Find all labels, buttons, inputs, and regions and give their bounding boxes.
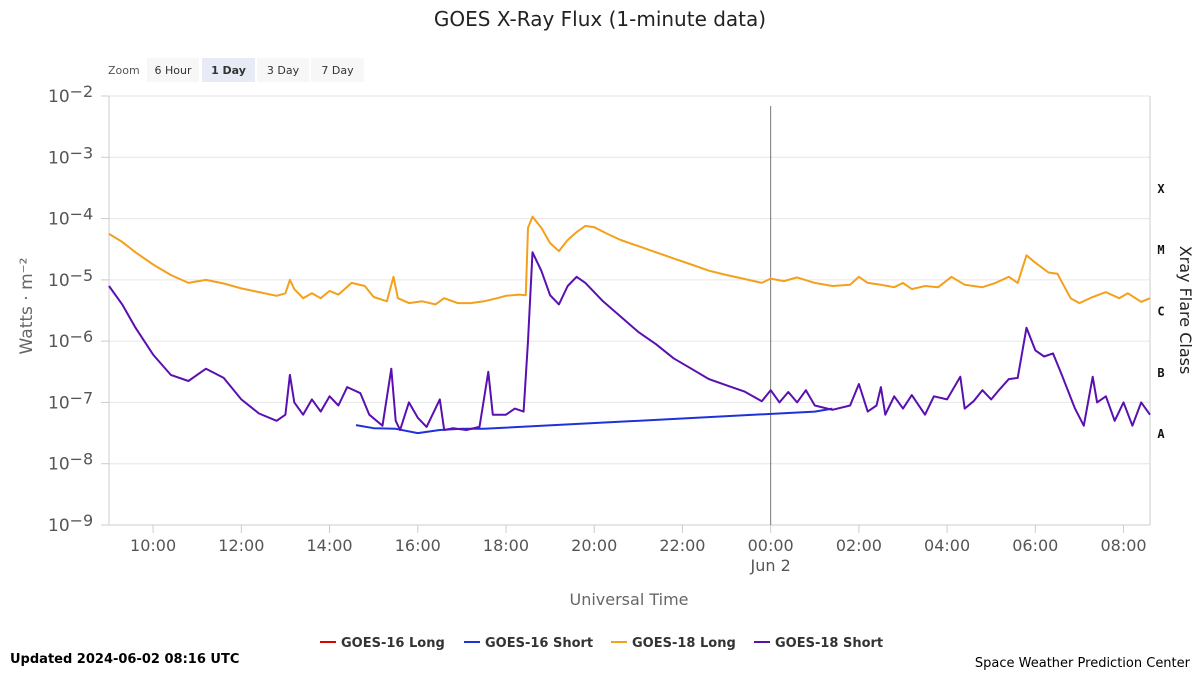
- x-tick-label: 22:00: [659, 536, 705, 555]
- zoom-control: Zoom 6 Hour 1 Day 3 Day 7 Day: [108, 58, 364, 82]
- x-tick-label: 18:00: [483, 536, 529, 555]
- axes: 10:00 12:00 14:00 16:00 18:00 20:00 22:00 00:00…: [48, 82, 1165, 575]
- y-tick-label: 10−6: [48, 327, 93, 352]
- y-tick-label: 10−3: [48, 143, 93, 168]
- x-tick-label: 14:00: [306, 536, 352, 555]
- series-line-goes-16-short: [355, 407, 833, 435]
- zoom-label: Zoom: [108, 64, 140, 77]
- updated-timestamp: Updated 2024-06-02 08:16 UTC: [10, 652, 240, 667]
- legend-label: GOES-16 Long: [341, 636, 445, 651]
- zoom-button-label: 7 Day: [321, 64, 354, 77]
- legend-item-goes-18-short[interactable]: GOES-18 Short: [754, 636, 883, 651]
- x-tick-label: 16:00: [395, 536, 441, 555]
- y-tick-label: 10−2: [48, 82, 93, 107]
- y-tick-label: 10−9: [48, 511, 93, 536]
- zoom-button-label: 1 Day: [211, 64, 246, 77]
- flare-class-label: M: [1157, 243, 1164, 257]
- y-axis-label: Watts · m⁻²: [17, 258, 37, 355]
- zoom-button-6-hour[interactable]: 6 Hour: [147, 58, 199, 82]
- legend-label: GOES-18 Short: [775, 636, 883, 651]
- zoom-button-label: 3 Day: [267, 64, 300, 77]
- x-tick-label: 12:00: [218, 536, 264, 555]
- y-tick-label: 10−4: [48, 205, 93, 230]
- zoom-button-bg: [311, 58, 364, 82]
- chart-title: GOES X-Ray Flux (1-minute data): [434, 7, 766, 31]
- date-label: Jun 2: [750, 556, 791, 575]
- flare-class-label: C: [1157, 305, 1164, 319]
- y2-axis-label: Xray Flare Class: [1176, 246, 1195, 375]
- x-tick-label: 04:00: [924, 536, 970, 555]
- legend-item-goes-18-long[interactable]: GOES-18 Long: [611, 636, 736, 651]
- y-tick-label: 10−7: [48, 388, 93, 413]
- x-tick-label: 00:00: [748, 536, 794, 555]
- legend: GOES-16 Long GOES-16 Short GOES-18 Long GOE…: [320, 636, 883, 651]
- x-tick-label: 08:00: [1100, 536, 1146, 555]
- flare-class-label: B: [1157, 366, 1164, 380]
- zoom-button-bg: [202, 58, 255, 82]
- series-line-goes-18-long: [108, 215, 1151, 306]
- x-tick-label: 06:00: [1012, 536, 1058, 555]
- y-tick-label: 10−8: [48, 450, 93, 475]
- flare-class-label: X: [1157, 182, 1165, 196]
- plot-area: [108, 95, 1151, 526]
- zoom-button-1-day[interactable]: 1 Day: [202, 58, 255, 82]
- x-tick-label: 10:00: [130, 536, 176, 555]
- legend-label: GOES-18 Long: [632, 636, 736, 651]
- zoom-button-label: 6 Hour: [155, 64, 192, 77]
- credit-text: Space Weather Prediction Center: [974, 656, 1190, 671]
- legend-label: GOES-16 Short: [485, 636, 593, 651]
- y-tick-label: 10−5: [48, 266, 93, 291]
- legend-item-goes-16-long[interactable]: GOES-16 Long: [320, 636, 445, 651]
- zoom-button-7-day[interactable]: 7 Day: [311, 58, 364, 82]
- x-tick-label: 02:00: [836, 536, 882, 555]
- zoom-button-3-day[interactable]: 3 Day: [257, 58, 309, 82]
- flare-class-label: A: [1157, 427, 1165, 441]
- zoom-button-bg: [257, 58, 309, 82]
- zoom-button-bg: [147, 58, 199, 82]
- legend-item-goes-16-short[interactable]: GOES-16 Short: [464, 636, 593, 651]
- x-tick-label: 20:00: [571, 536, 617, 555]
- series-layer: [108, 215, 1151, 435]
- series-line-goes-18-short: [108, 251, 1151, 431]
- x-axis-label: Universal Time: [569, 590, 688, 609]
